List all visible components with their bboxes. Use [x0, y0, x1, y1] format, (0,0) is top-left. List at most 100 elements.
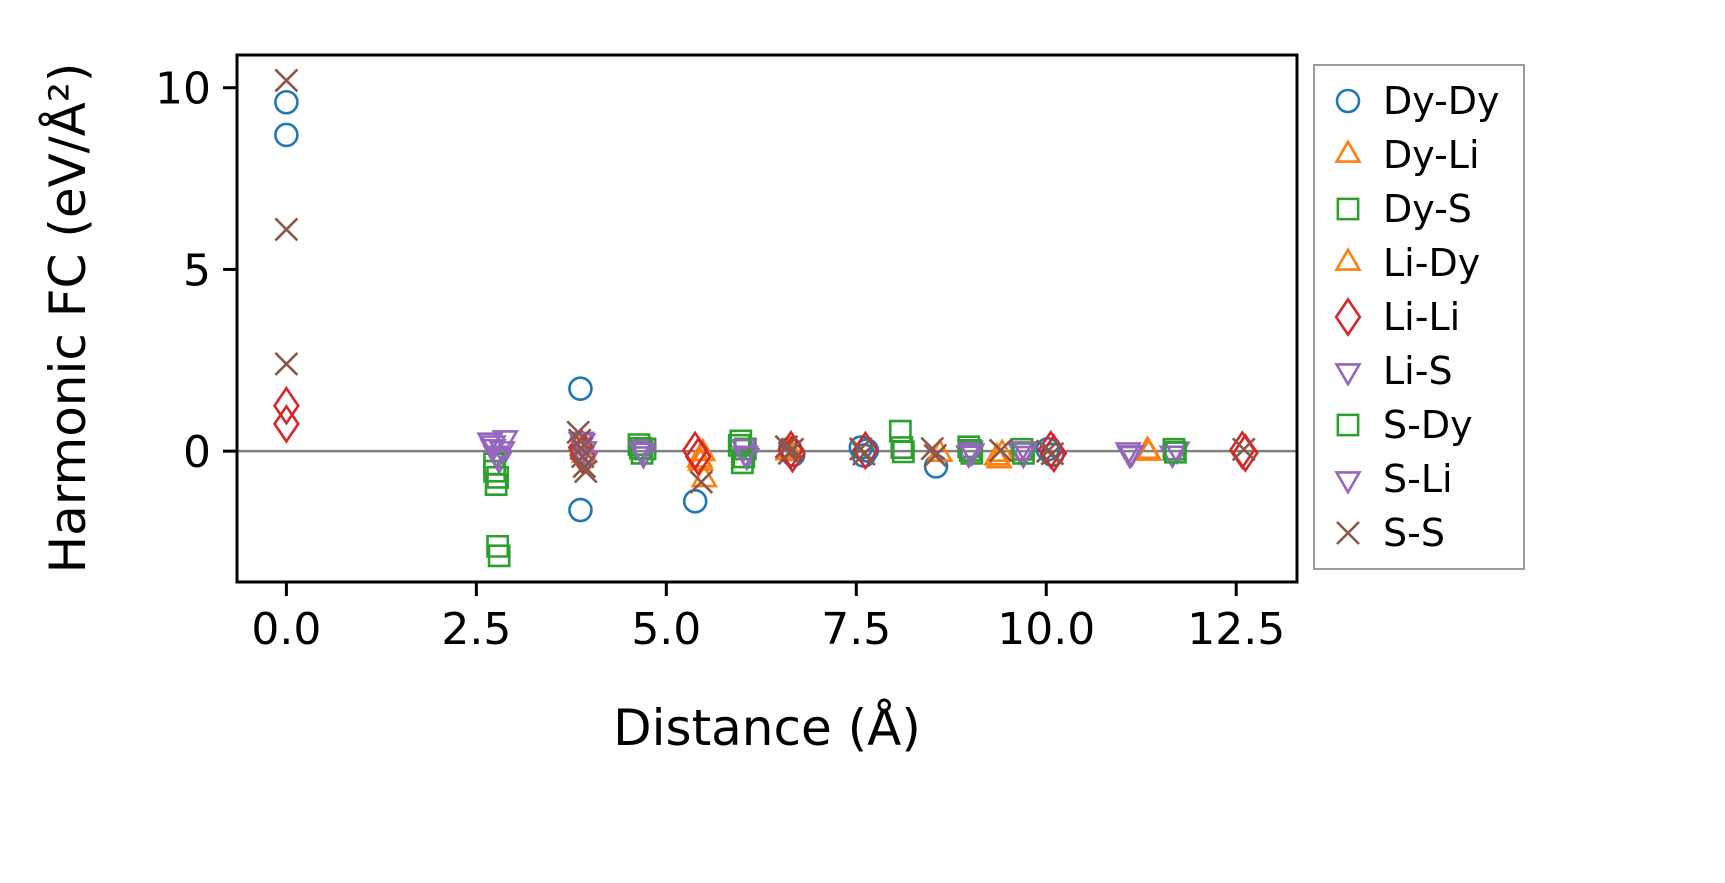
- circle-marker-icon: [1335, 88, 1361, 114]
- data-point-marker: [988, 438, 1013, 463]
- data-point-marker: [923, 443, 948, 468]
- triangle-down-marker-icon: [1334, 363, 1362, 387]
- data-point-marker: [568, 497, 593, 523]
- data-point-marker: [628, 442, 656, 467]
- data-point-marker: [682, 489, 708, 514]
- triangle-up-marker-icon: [1334, 139, 1362, 163]
- legend-item-Dy-Li: Dy-Li: [1325, 128, 1523, 182]
- series-S-Li: [479, 431, 1144, 472]
- data-point-marker: [629, 436, 652, 460]
- legend-item-Dy-S: Dy-S: [1325, 182, 1523, 236]
- data-point-marker: [1116, 445, 1144, 470]
- data-point-marker: [851, 442, 876, 466]
- data-point-marker: [1040, 441, 1065, 466]
- legend-label: Dy-S: [1383, 187, 1472, 231]
- data-point-marker: [274, 217, 299, 242]
- x-tick-label: 0.0: [251, 604, 321, 655]
- data-point-marker: [272, 385, 300, 426]
- data-point-marker: [1164, 440, 1187, 464]
- data-point-marker: [486, 465, 510, 489]
- diamond-marker-icon: [1334, 297, 1362, 337]
- data-point-marker: [274, 122, 299, 148]
- x-axis-ticks: 0.0 2.5 5.0 7.5 10.0 12.5: [251, 582, 1285, 655]
- legend-item-Li-S: Li-S: [1325, 344, 1523, 398]
- data-point-marker: [1035, 439, 1060, 464]
- data-point-marker: [274, 68, 299, 93]
- data-point-marker: [988, 438, 1016, 462]
- x-tick-label: 5.0: [631, 604, 701, 655]
- data-point-marker: [1231, 437, 1256, 462]
- data-point-marker: [920, 436, 945, 461]
- data-point-marker: [570, 444, 595, 469]
- data-point-marker: [568, 376, 593, 401]
- data-point-marker: [1011, 441, 1039, 465]
- diamond-marker-icon: [1334, 297, 1362, 337]
- data-point-marker: [1158, 445, 1187, 470]
- data-point-marker: [487, 544, 511, 568]
- data-point-marker: [727, 433, 751, 457]
- x-tick-label: 7.5: [821, 604, 891, 655]
- square-marker-icon: [1336, 413, 1360, 437]
- triangle-up-marker-icon: [1334, 247, 1362, 271]
- square-marker-icon: [1336, 413, 1360, 437]
- data-point-marker: [627, 433, 651, 457]
- data-point-marker: [573, 459, 598, 484]
- data-point-marker: [891, 440, 915, 464]
- data-point-marker: [274, 89, 299, 115]
- data-point-marker: [1010, 437, 1034, 461]
- y-axis-ticks: 0 5 10: [155, 64, 237, 478]
- scatter-points: [272, 68, 1259, 568]
- legend-item-S-Li: S-Li: [1325, 452, 1523, 506]
- legend-label: Li-Li: [1383, 295, 1461, 339]
- y-tick-label: 10: [155, 64, 211, 115]
- square-marker-icon: [1336, 197, 1360, 221]
- data-point-marker: [479, 435, 507, 459]
- data-point-marker: [572, 454, 597, 479]
- triangle-down-marker-icon: [1334, 471, 1362, 495]
- series-S-S: [274, 68, 1256, 494]
- data-point-marker: [848, 437, 873, 461]
- data-point-marker: [484, 473, 508, 497]
- data-point-marker: [774, 434, 799, 459]
- data-point-marker: [684, 436, 712, 477]
- data-point-marker: [272, 404, 300, 444]
- data-point-marker: [689, 437, 717, 462]
- data-point-marker: [488, 441, 516, 465]
- data-point-marker: [730, 451, 754, 475]
- legend-label: S-Dy: [1383, 403, 1473, 447]
- circle-marker-icon: [1335, 88, 1361, 114]
- x-marker-icon: [1336, 521, 1360, 545]
- x-axis-label: Distance (Å): [613, 699, 921, 757]
- data-point-marker: [958, 443, 986, 467]
- data-point-marker: [486, 534, 510, 558]
- series-Li-Li: [272, 385, 1259, 477]
- legend-item-S-Dy: S-Dy: [1325, 398, 1523, 452]
- data-point-marker: [958, 439, 982, 462]
- triangle-down-marker-icon: [1334, 363, 1362, 387]
- data-point-marker: [689, 470, 714, 494]
- y-axis-label: Harmonic FC (eV/Å²): [39, 62, 97, 574]
- x-marker-icon: [1336, 521, 1360, 545]
- legend-item-Dy-Dy: Dy-Dy: [1325, 74, 1523, 128]
- square-marker-icon: [1336, 197, 1360, 221]
- y-tick-label: 5: [183, 245, 211, 296]
- data-point-marker: [1231, 433, 1259, 473]
- triangle-up-marker-icon: [1334, 247, 1362, 271]
- triangle-up-marker-icon: [1334, 139, 1362, 163]
- data-point-marker: [729, 429, 753, 453]
- x-tick-label: 2.5: [441, 604, 511, 655]
- triangle-down-marker-icon: [1334, 471, 1362, 495]
- data-point-marker: [780, 437, 805, 462]
- legend: Dy-Dy Dy-Li Dy-S Li-Dy Li-Li Li-S S-Dy S-Li S-S: [1313, 64, 1525, 570]
- legend-item-S-S: S-S: [1325, 506, 1523, 560]
- legend-item-Li-Dy: Li-Dy: [1325, 236, 1523, 290]
- legend-label: Li-S: [1383, 349, 1453, 393]
- data-point-marker: [731, 445, 760, 470]
- legend-label: Dy-Dy: [1383, 79, 1500, 123]
- legend-label: S-Li: [1383, 457, 1453, 501]
- series-Dy-Li: [569, 430, 1163, 488]
- data-point-marker: [274, 352, 299, 376]
- x-tick-label: 10.0: [997, 604, 1095, 655]
